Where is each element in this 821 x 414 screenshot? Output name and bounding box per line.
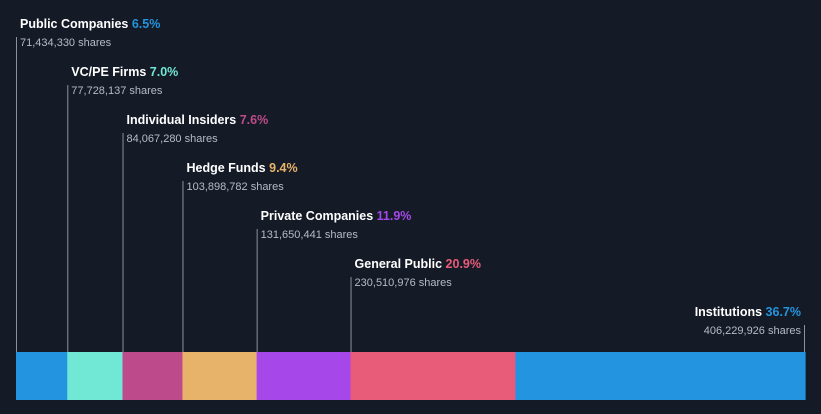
category-name: Individual Insiders [126,113,237,127]
label-title-private-companies: Private Companies 11.9% [261,209,412,224]
label-title-individual-insiders: Individual Insiders 7.6% [127,113,269,128]
category-percent: 6.5% [131,17,161,31]
label-title-hedge-funds: Hedge Funds 9.4% [186,161,297,176]
category-shares: 406,229,926 shares [703,325,801,337]
bar-segment-private-companies [256,352,352,400]
label-hedge-funds: Hedge Funds 9.4% 103,898,782 shares [186,161,297,194]
category-name: General Public [354,257,443,271]
label-private-companies: Private Companies 11.9% 131,650,441 share… [261,209,412,242]
category-percent: 7.0% [149,65,179,79]
category-percent: 20.9% [445,257,481,271]
category-shares: 77,728,137 shares [71,85,163,97]
category-shares: 131,650,441 shares [260,229,358,241]
label-title-general-public: General Public 20.9% [355,257,481,272]
bar-segment-individual-insiders [122,352,184,400]
category-name: Public Companies [20,17,129,31]
label-vc-pe-firms: VC/PE Firms 7.0% 77,728,137 shares [71,65,178,98]
bar-segment-general-public [350,352,517,400]
category-percent: 11.9% [376,209,412,223]
category-percent: 36.7% [765,305,801,319]
bar-segment-hedge-funds [182,352,258,400]
category-percent: 7.6% [239,113,269,127]
category-shares: 103,898,782 shares [186,181,284,193]
label-individual-insiders: Individual Insiders 7.6% 84,067,280 share… [127,113,269,146]
category-name: Institutions [694,305,763,319]
category-name: Private Companies [260,209,374,223]
category-percent: 9.4% [269,161,298,175]
label-title-public-companies: Public Companies 6.5% [20,17,160,32]
label-public-companies: Public Companies 6.5% 71,434,330 shares [20,17,160,50]
label-title-vc-pe-firms: VC/PE Firms 7.0% [71,65,178,80]
bar-segment-public-companies [16,352,68,400]
category-name: VC/PE Firms [71,65,147,79]
bar-segment-institutions [515,352,806,400]
label-institutions: Institutions 36.7% 406,229,926 shares [695,305,801,338]
label-title-institutions: Institutions 36.7% [695,305,801,320]
category-shares: 71,434,330 shares [20,37,112,49]
category-shares: 230,510,976 shares [354,277,452,289]
category-name: Hedge Funds [186,161,266,175]
label-general-public: General Public 20.9% 230,510,976 shares [355,257,481,290]
bar-segment-vc-pe-firms [67,352,124,400]
category-shares: 84,067,280 shares [126,133,218,145]
